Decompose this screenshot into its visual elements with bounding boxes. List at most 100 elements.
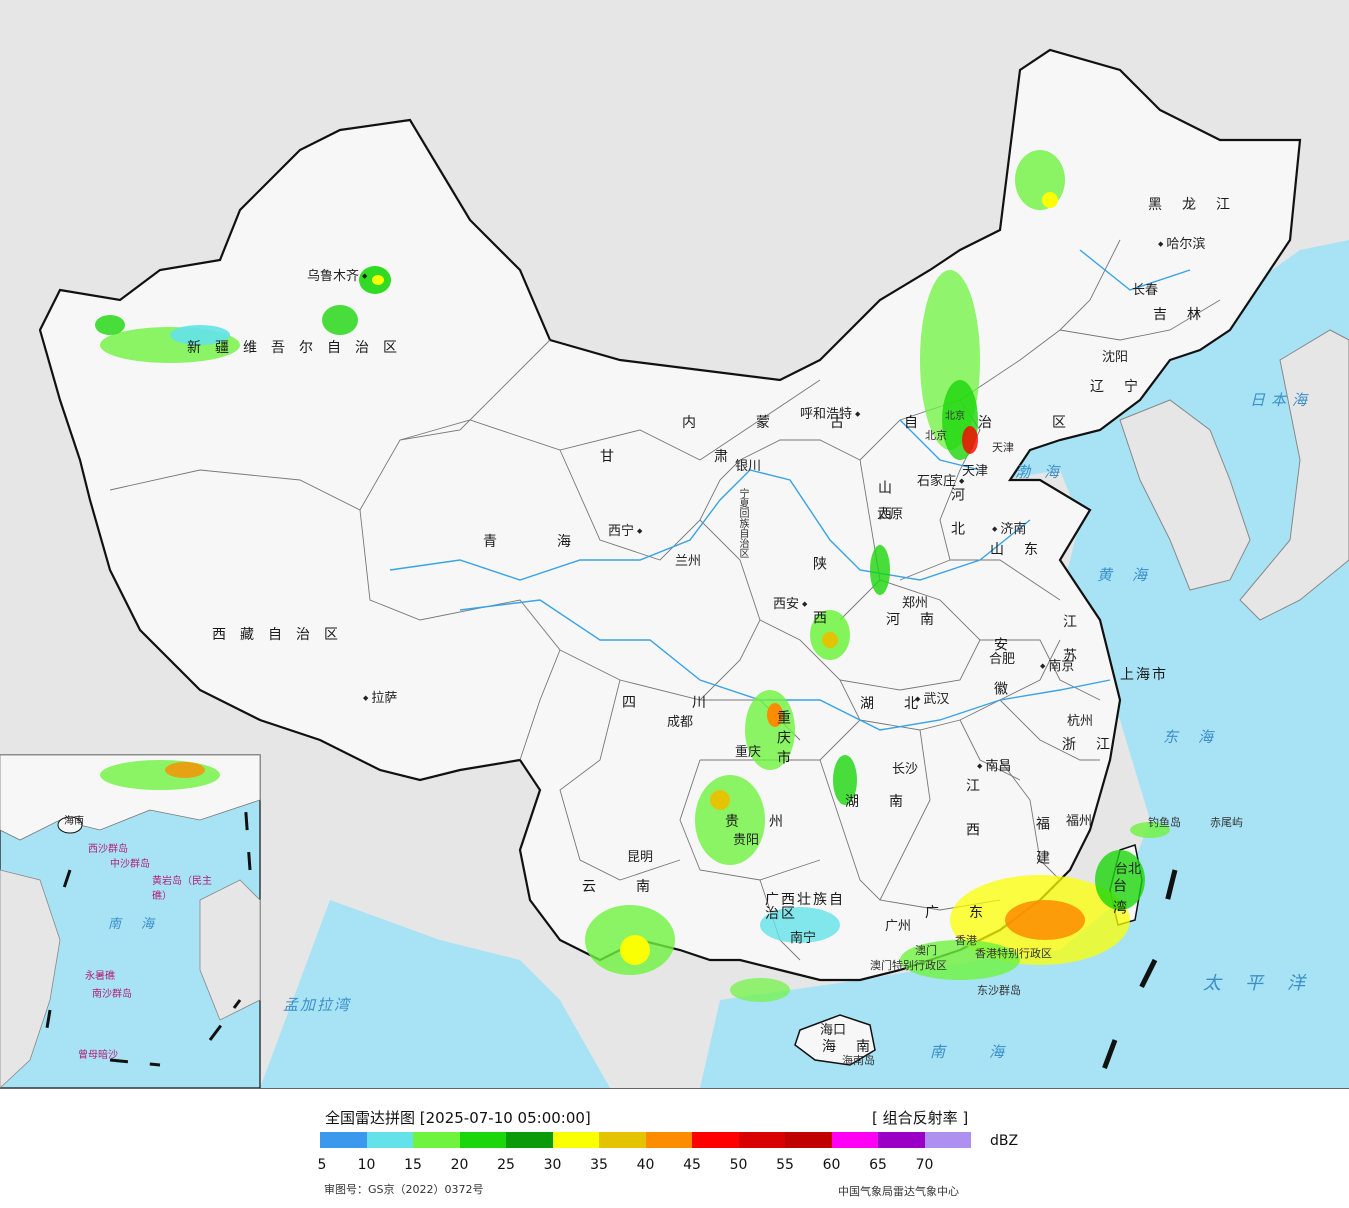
city-fuzhou: 福州 <box>1066 814 1093 829</box>
legend-title: 全国雷达拼图 [2025-07-10 05:00:00] <box>325 1109 591 1127</box>
inset-yongshu: 永暑礁 <box>85 971 115 982</box>
legend-swatch-3 <box>459 1132 506 1148</box>
map-canvas <box>0 48 1349 1088</box>
city-chongqing: 重庆 <box>735 745 762 760</box>
legend-unit: dBZ <box>990 1133 1019 1149</box>
province-hunan: 湖南 <box>845 794 933 810</box>
korea-land <box>1119 399 1251 591</box>
legend-swatch-4 <box>506 1132 553 1148</box>
legend-tick-55: 55 <box>776 1157 794 1173</box>
province-zhejiang: 浙江 <box>1062 737 1130 753</box>
legend-swatch-0 <box>320 1132 367 1148</box>
legend-swatch-10 <box>785 1132 832 1148</box>
sea-yellow-label: 黄海 <box>1097 566 1168 584</box>
legend-tick-35: 35 <box>590 1157 608 1173</box>
province-guangxi: 广西壮族自治区 <box>765 892 845 922</box>
province-shanghai: 上海市 <box>1120 667 1168 683</box>
sea-pacific-label: 太平洋 <box>1203 973 1329 994</box>
city-xining: 西宁 <box>608 525 642 538</box>
legend-tick-45: 45 <box>683 1157 701 1173</box>
legend-swatch-1 <box>366 1132 413 1148</box>
city-guangzhou: 广州 <box>885 919 912 934</box>
inset-huangyan: 黄岩岛（民主礁） <box>152 876 212 902</box>
city-yinchuan: 银川 <box>735 459 762 474</box>
maritime-boundary <box>1097 869 1178 1081</box>
city-changchun: 长春 <box>1132 283 1159 298</box>
city-shenyang: 沈阳 <box>1102 350 1129 365</box>
island-chiwei: 赤尾屿 <box>1210 816 1243 829</box>
inset-nansha: 南沙群岛 <box>92 989 132 1000</box>
legend-swatch-13 <box>924 1132 971 1148</box>
region-hk: 香港特别行政区 <box>975 947 1052 960</box>
legend-tick-30: 30 <box>543 1157 562 1173</box>
legend-tick-10: 10 <box>357 1157 376 1173</box>
island-hainan: 海南岛 <box>842 1054 875 1067</box>
city-nanning: 南宁 <box>790 931 817 946</box>
city-taiyuan: 太原 <box>877 507 904 522</box>
city-hefei: 合肥 <box>989 652 1016 667</box>
city-kunming: 昆明 <box>627 850 654 865</box>
legend-swatch-9 <box>738 1132 785 1148</box>
city-hohhot: 呼和浩特 <box>800 408 860 421</box>
city-urumqi: 乌鲁木齐 <box>307 270 367 283</box>
island-diaoyu: 钓鱼岛 <box>1148 816 1181 829</box>
inset-zhongsha: 中沙群岛 <box>110 859 150 870</box>
city-macau: 澳门 <box>915 944 937 957</box>
producer-org: 中国气象局雷达气象中心 <box>838 1185 959 1198</box>
province-fujian: 福建 <box>1034 816 1050 884</box>
legend-swatch-11 <box>831 1132 878 1148</box>
sea-east-label: 东海 <box>1163 728 1234 746</box>
city-hangzhou: 杭州 <box>1067 714 1094 729</box>
province-qinghai: 青海 <box>483 534 631 550</box>
map-approval-number: 审图号：GS京（2022）0372号 <box>324 1183 484 1196</box>
japan-land <box>1239 329 1349 621</box>
city-lanzhou: 兰州 <box>675 554 702 569</box>
legend-swatch-7 <box>645 1132 692 1148</box>
province-jilin: 吉林 <box>1153 307 1221 323</box>
city-harbin: 哈尔滨 <box>1158 238 1205 251</box>
city-zhengzhou: 郑州 <box>902 596 929 611</box>
province-tianjin: 天津 <box>992 441 1014 454</box>
legend-tick-60: 60 <box>822 1157 841 1173</box>
province-sichuan: 四川 <box>622 695 762 711</box>
city-xian: 西安 <box>773 598 807 611</box>
inset-south-sea: 南海 <box>108 917 175 932</box>
radar-map: 新疆维吾尔自治区 西藏自治区 青海 甘肃 内蒙古自治区 黑龙江 吉林 辽宁 河北… <box>0 0 1349 1089</box>
legend-tick-40: 40 <box>636 1157 655 1173</box>
legend-tick-50: 50 <box>729 1157 748 1173</box>
inset-zengmu: 曾母暗沙 <box>78 1050 118 1061</box>
province-henan: 河南 <box>886 612 954 628</box>
inset-hainan: 海南 <box>64 816 84 827</box>
legend-swatch-5 <box>552 1132 599 1148</box>
city-chengdu: 成都 <box>667 715 694 730</box>
radar-echoes <box>95 150 1170 1002</box>
province-jiangxi: 江西 <box>964 778 980 866</box>
legend-tick-15: 15 <box>404 1157 422 1173</box>
province-shandong: 山东 <box>990 542 1058 558</box>
province-hubei: 湖北 <box>860 696 948 712</box>
city-nanchang: 南昌 <box>977 760 1011 773</box>
province-guangdong: 广东 <box>925 905 1013 921</box>
legend-tick-65: 65 <box>869 1157 887 1173</box>
rivers <box>389 249 1191 731</box>
legend-product: [ 组合反射率 ] <box>872 1109 969 1127</box>
province-beijing: 北京 <box>925 429 947 442</box>
city-tianjin: 天津 <box>962 464 989 479</box>
region-macau: 澳门特别行政区 <box>870 959 947 972</box>
city-changsha: 长沙 <box>892 762 919 777</box>
legend-tick-20: 20 <box>450 1157 469 1173</box>
province-guizhou: 贵州 <box>725 814 813 830</box>
city-taipei: 台北 <box>1115 862 1142 877</box>
legend-panel: 全国雷达拼图 [2025-07-10 05:00:00] [ 组合反射率 ] d… <box>0 1089 1349 1208</box>
province-taiwan: 台湾 <box>1111 878 1127 922</box>
inset-xisha: 西沙群岛 <box>88 844 128 855</box>
province-hebei: 河北 <box>949 487 965 555</box>
legend-tick-25: 25 <box>497 1157 515 1173</box>
legend-tick-70: 70 <box>915 1157 934 1173</box>
legend-swatch-8 <box>692 1132 739 1148</box>
city-beijing: 北京 <box>945 411 965 422</box>
city-haikou: 海口 <box>820 1023 847 1038</box>
legend-swatch-2 <box>413 1132 460 1148</box>
sea-bohai-label: 渤海 <box>1015 463 1074 481</box>
city-hongkong: 香港 <box>955 934 977 947</box>
